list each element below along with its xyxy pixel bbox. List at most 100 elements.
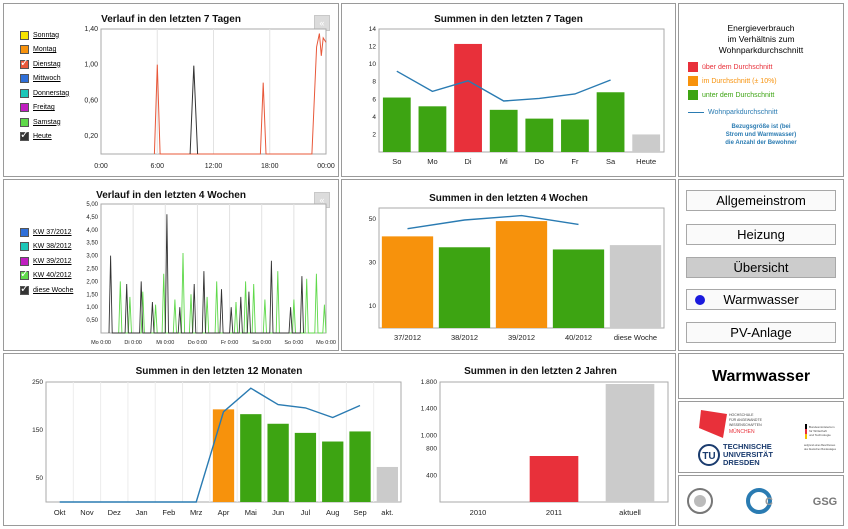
checkbox-icon[interactable] bbox=[20, 242, 29, 252]
legend-label[interactable]: Freitag bbox=[33, 104, 55, 112]
panel-title: Summen in den letzten 2 Jahren bbox=[464, 366, 617, 377]
legend-label[interactable]: diese Woche bbox=[33, 286, 74, 294]
tick-label: Nov bbox=[80, 508, 94, 517]
hm-logo-text: HOCHSCHULE bbox=[729, 413, 754, 417]
nav-button-allgemeinstrom[interactable]: Allgemeinstrom bbox=[686, 190, 836, 211]
checkbox-icon[interactable] bbox=[20, 30, 29, 40]
tick-label: 39/2012 bbox=[508, 333, 535, 342]
legend-item[interactable]: Mittwoch bbox=[20, 72, 69, 87]
tick-label: akt. bbox=[381, 508, 393, 517]
tick-label: Mi 0:00 bbox=[156, 340, 174, 346]
nav-button-uebersicht[interactable]: Übersicht bbox=[686, 257, 836, 278]
legend-item[interactable]: Montag bbox=[20, 43, 69, 58]
legend-label[interactable]: Mittwoch bbox=[33, 75, 61, 83]
bar bbox=[212, 409, 235, 502]
checkbox-checked-icon[interactable]: ✓ bbox=[20, 129, 29, 142]
panel-title: Verlauf in den letzten 4 Wochen bbox=[96, 190, 246, 201]
tick-label: So bbox=[392, 157, 401, 166]
legend-label[interactable]: Montag bbox=[33, 46, 57, 54]
legend-label[interactable]: Donnerstag bbox=[33, 89, 70, 97]
checkbox-checked-icon[interactable]: ✓ bbox=[20, 57, 29, 69]
panel-logos-bottom: C GSG bbox=[678, 475, 844, 526]
legend-label[interactable]: Sonntag bbox=[33, 31, 60, 39]
tick-label: 30 bbox=[369, 260, 377, 267]
legend-item[interactable]: ✓ diese Woche bbox=[20, 283, 73, 298]
sums-12-months-chart: 50 150 250 Okt Nov Dez Jan Feb Mrz Apr Mai Jun Jul Au… bbox=[32, 379, 669, 517]
legend-label[interactable]: Dienstag bbox=[33, 60, 61, 68]
tick-label: 2011 bbox=[546, 508, 562, 517]
checkbox-icon[interactable] bbox=[20, 227, 29, 237]
bar bbox=[382, 97, 411, 152]
bar bbox=[605, 384, 655, 502]
line-swatch-icon bbox=[688, 112, 704, 113]
legend-item[interactable]: ✓ Dienstag bbox=[20, 57, 69, 72]
check-icon: ✓ bbox=[20, 268, 30, 281]
legend-item[interactable]: Sonntag bbox=[20, 28, 69, 43]
profile-7-days-chart: 0:00 6:00 12:00 18:00 00:00 0,20 0,60 1,00 1,40 bbox=[84, 26, 334, 170]
checkbox-checked-icon[interactable]: ✓ bbox=[20, 283, 29, 295]
nav-button-pv-anlage[interactable]: PV-Anlage bbox=[686, 322, 836, 343]
panel-7-days-profile: Verlauf in den letzten 7 Tagen Sonntag Mo… bbox=[3, 3, 339, 177]
checkbox-checked-icon[interactable]: ✓ bbox=[20, 268, 29, 281]
legend-item[interactable]: KW 38/2012 bbox=[20, 240, 73, 255]
tick-label: 1,00 bbox=[86, 305, 98, 311]
legend-item[interactable]: KW 37/2012 bbox=[20, 225, 73, 240]
tu-logo-text: DRESDEN bbox=[723, 458, 760, 467]
tick-label: 3,50 bbox=[86, 241, 98, 247]
checkbox-icon[interactable] bbox=[20, 74, 29, 84]
legend-item[interactable]: KW 39/2012 bbox=[20, 254, 73, 269]
tick-label: Aug bbox=[326, 508, 339, 517]
tu-logo-text: TECHNISCHE bbox=[723, 442, 772, 451]
info-heading-line: im Verhältnis zum bbox=[727, 34, 795, 44]
legend-label: unter dem Durchschnitt bbox=[702, 91, 775, 99]
bar bbox=[561, 119, 589, 152]
legend-label[interactable]: KW 40/2012 bbox=[33, 272, 72, 280]
tick-label: So 0:00 bbox=[284, 340, 303, 346]
bar bbox=[525, 118, 554, 152]
selected-dot-icon bbox=[695, 295, 705, 305]
tick-label: Mo 0:00 bbox=[91, 340, 111, 346]
legend-item[interactable]: Samstag bbox=[20, 115, 69, 130]
tick-label: 800 bbox=[426, 446, 437, 453]
tick-label: Jul bbox=[301, 508, 311, 517]
legend-above-average: über dem Durchschnitt bbox=[688, 62, 828, 72]
tick-label: Jan bbox=[136, 508, 148, 517]
bmwi-logo-text: und Technologie bbox=[809, 433, 831, 437]
tick-label: 37/2012 bbox=[394, 333, 421, 342]
nav-button-warmwasser[interactable]: Warmwasser bbox=[686, 289, 836, 310]
green-swatch bbox=[688, 90, 698, 100]
bar bbox=[632, 134, 661, 152]
partner-logos: HOCHSCHULE FÜR ANGEWANDTE WISSENSCHAFTEN… bbox=[698, 410, 837, 467]
tick-label: 12:00 bbox=[205, 163, 223, 170]
legend-item[interactable]: Donnerstag bbox=[20, 86, 69, 101]
tu-logo-text: UNIVERSITÄT bbox=[723, 450, 773, 459]
legend-label[interactable]: KW 39/2012 bbox=[33, 257, 72, 265]
checkbox-icon[interactable] bbox=[20, 117, 29, 127]
legend-label[interactable]: Heute bbox=[33, 133, 52, 141]
average-line bbox=[59, 387, 361, 503]
tick-label: Mo 0:00 bbox=[316, 340, 336, 346]
gsg-logo: GSG bbox=[813, 496, 837, 508]
legend-label[interactable]: KW 38/2012 bbox=[33, 243, 72, 251]
nav-button-heizung[interactable]: Heizung bbox=[686, 224, 836, 245]
panel-7-days-sums: Summen in den letzten 7 Tagen 2 4 6 8 10 12 14… bbox=[341, 3, 676, 177]
day-legend: Sonntag Montag ✓ Dienstag Mittwoch Donnerstag… bbox=[20, 28, 69, 144]
legend-label[interactable]: KW 37/2012 bbox=[33, 228, 72, 236]
check-icon: ✓ bbox=[20, 282, 30, 295]
checkbox-icon[interactable] bbox=[20, 45, 29, 55]
legend-label: über dem Durchschnitt bbox=[702, 63, 773, 71]
checkbox-icon[interactable] bbox=[20, 88, 29, 98]
panel-12-months-and-2-years: Summen in den letzten 12 Monaten Summen … bbox=[3, 353, 676, 526]
tick-label: Apr bbox=[218, 508, 230, 517]
legend-label[interactable]: Samstag bbox=[33, 118, 61, 126]
tick-label: Fr bbox=[571, 157, 579, 166]
legend-item[interactable]: Freitag bbox=[20, 101, 69, 116]
legend-item[interactable]: ✓ KW 40/2012 bbox=[20, 268, 73, 284]
legend-item[interactable]: ✓ Heute bbox=[20, 129, 69, 145]
tick-label: 2 bbox=[372, 131, 376, 138]
tick-label: 6:00 bbox=[150, 163, 164, 170]
tick-label: 2010 bbox=[470, 508, 487, 517]
panel-4-weeks-profile: Verlauf in den letzten 4 Wochen KW 37/20… bbox=[3, 179, 339, 351]
checkbox-icon[interactable] bbox=[20, 256, 29, 266]
checkbox-icon[interactable] bbox=[20, 103, 29, 113]
